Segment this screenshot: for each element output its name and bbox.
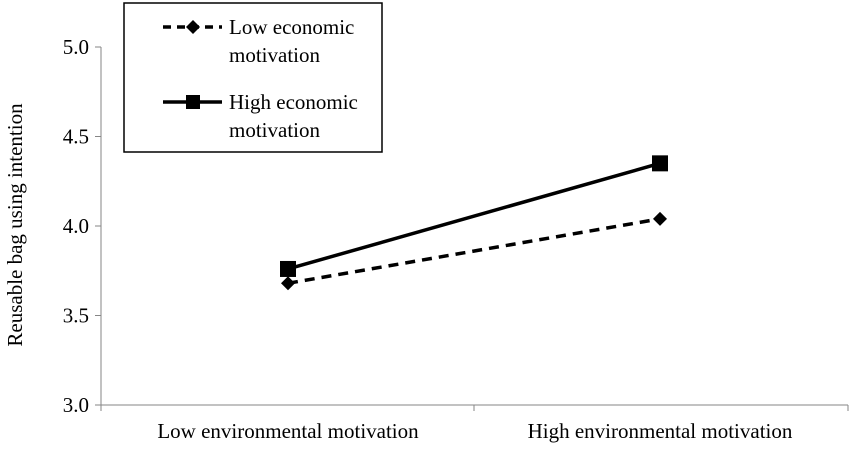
y-tick-label: 3.0	[63, 393, 89, 417]
data-point-high-economic	[280, 260, 296, 277]
series-layer	[280, 155, 668, 291]
y-axis-title: Reusable bag using intention	[3, 103, 27, 347]
y-tick-label: 5.0	[63, 35, 89, 59]
legend-label: Low economic	[229, 15, 354, 39]
data-point-low-economic	[281, 276, 295, 291]
y-tick-label: 4.0	[63, 214, 89, 238]
data-point-high-economic	[652, 155, 668, 172]
legend-label: motivation	[229, 43, 320, 67]
legend-label: High economic	[229, 90, 358, 114]
series-line-low-economic	[287, 217, 661, 286]
legend-label: motivation	[229, 118, 320, 142]
series-line-high-economic	[287, 161, 661, 271]
axes: 3.0 3.5 4.0 4.5 5.0 Low environmental motivat…	[63, 35, 849, 443]
y-tick-label: 3.5	[63, 304, 89, 328]
x-tick-label: Low environmental motivation	[157, 419, 419, 443]
legend-marker	[186, 20, 200, 34]
legend: Low economic motivation High economic motiv…	[123, 2, 383, 153]
legend-marker	[186, 95, 200, 109]
data-point-low-economic	[653, 211, 667, 226]
y-tick-label: 4.5	[63, 125, 89, 149]
x-tick-label: High environmental motivation	[528, 419, 793, 443]
